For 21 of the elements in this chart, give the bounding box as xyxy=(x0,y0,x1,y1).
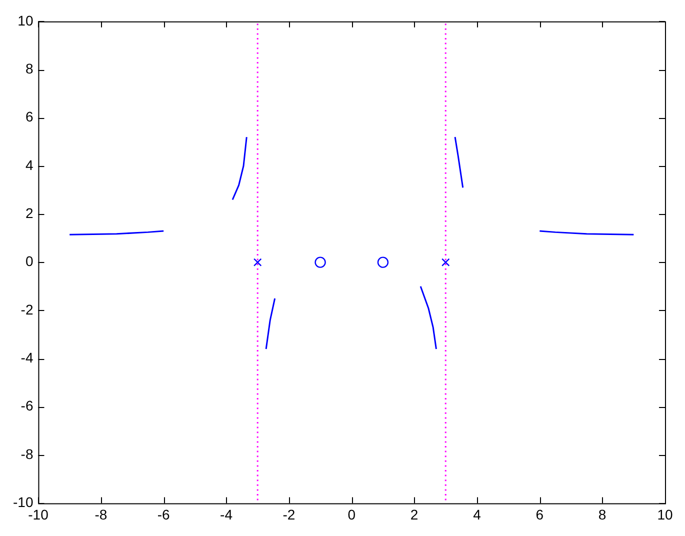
x-tick-label: 8 xyxy=(598,506,606,522)
y-tick-label: -4 xyxy=(20,350,34,366)
x-tick-label: 10 xyxy=(657,506,673,522)
x-tick-label: 2 xyxy=(410,506,418,522)
y-tick-label: 2 xyxy=(25,204,34,221)
x-tick-label: 6 xyxy=(536,506,544,522)
y-tick-label: -10 xyxy=(13,494,34,510)
y-tick-label: 10 xyxy=(18,12,34,28)
x-tick-label: -4 xyxy=(220,506,233,522)
x-tick-label: -8 xyxy=(94,506,108,522)
y-tick-label: -2 xyxy=(20,301,34,318)
y-tick-label: 4 xyxy=(25,156,34,173)
x-tick-label: 4 xyxy=(473,506,482,522)
x-tick-label: -6 xyxy=(157,506,170,522)
y-tick-label: 8 xyxy=(25,60,34,76)
x-tick-label: -2 xyxy=(282,506,296,522)
y-tick-label: -6 xyxy=(20,398,34,414)
x-tick-label: 0 xyxy=(348,506,356,522)
y-tick-label: -8 xyxy=(20,446,34,462)
y-tick-label: 0 xyxy=(25,253,34,270)
y-tick-label: 6 xyxy=(25,108,34,125)
